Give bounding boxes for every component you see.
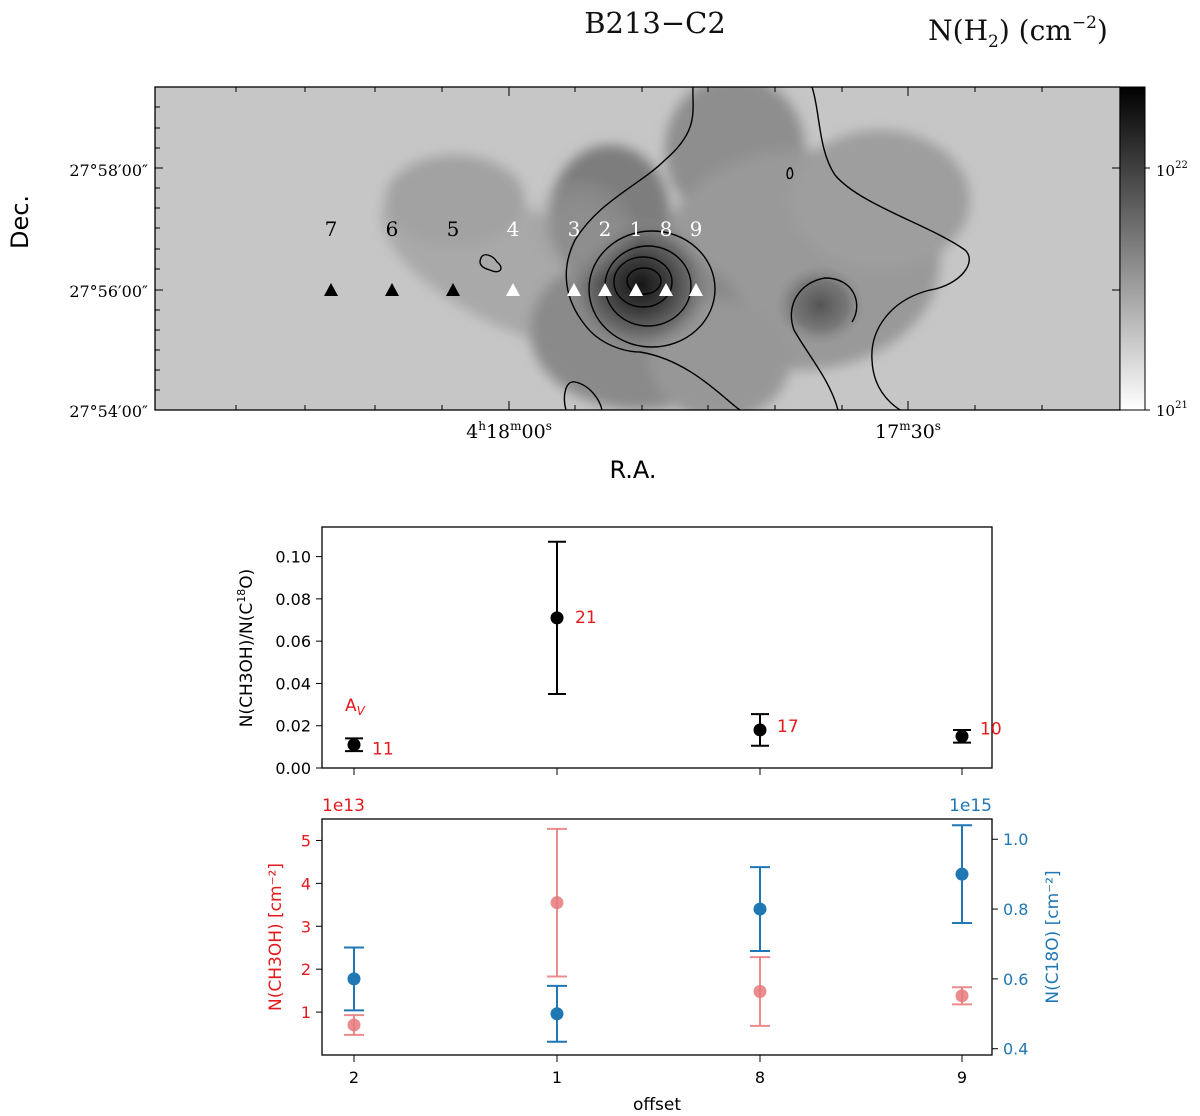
ratio-y-tick-label: 0.06: [275, 632, 311, 651]
offset-triangle-marker: [324, 283, 338, 296]
point-c18o: [753, 902, 767, 916]
ra-tick-label: 17m30s: [875, 419, 941, 443]
ratio-point: [347, 738, 361, 752]
offset-triangle-marker: [598, 283, 612, 296]
left-ylabel: N(CH3OH) [cm⁻²]: [266, 863, 286, 1011]
bottom-x-tick-label: 8: [755, 1068, 765, 1087]
ratio-y-tick-label: 0.00: [275, 759, 311, 778]
dec-tick-label: 27°56′00″: [69, 282, 148, 301]
right-y-tick-label: 0.8: [1003, 900, 1028, 919]
av-value-label: 11: [372, 740, 394, 760]
map-ylabel: Dec.: [6, 195, 34, 249]
av-value-label: 21: [575, 608, 597, 628]
point-c18o: [955, 867, 969, 881]
offset-label: 5: [447, 217, 460, 241]
right-y-tick-label: 1.0: [1003, 830, 1028, 849]
right-y-tick-label: 0.4: [1003, 1040, 1028, 1059]
right-ylabel: N(C18O) [cm⁻²]: [1043, 870, 1063, 1003]
ratio-y-tick-label: 0.10: [275, 548, 311, 567]
offset-triangle-marker: [659, 283, 673, 296]
offset-triangle-marker: [506, 283, 520, 296]
right-scale-label: 1e15: [949, 796, 992, 816]
ratio-y-tick-label: 0.02: [275, 717, 311, 736]
point-c18o: [347, 972, 361, 986]
ratio-point: [955, 729, 969, 743]
dec-tick-label: 27°54′00″: [69, 402, 148, 421]
offset-label: 8: [660, 217, 673, 241]
bottom-xlabel: offset: [633, 1095, 681, 1115]
offset-triangle-marker: [567, 283, 581, 296]
bottom-x-tick-label: 2: [349, 1068, 359, 1087]
left-y-tick-label: 5: [301, 831, 311, 850]
offset-triangle-marker: [629, 283, 643, 296]
map-xlabel: R.A.: [609, 456, 656, 484]
colorbar-tick-label: 1022: [1156, 160, 1188, 180]
offset-label: 4: [507, 217, 520, 241]
offset-label: 2: [599, 217, 612, 241]
left-y-tick-label: 2: [301, 960, 311, 979]
column-density-panel: 1 2 3 4 5 0.4 0.6 0.8 1.0 2 1 8 9 1e13 1e15 N(CH3O…: [266, 796, 1063, 1115]
offset-label: 9: [690, 217, 703, 241]
point-ch3oh: [347, 1018, 361, 1032]
ratio-panel: 0.00 0.02 0.04 0.06 0.08 0.10 11 21 17 10 N(CH3O…: [235, 526, 1002, 778]
left-scale-label: 1e13: [322, 796, 365, 816]
offset-label: 6: [386, 217, 399, 241]
ratio-points: 11 21 17 10: [345, 540, 1002, 760]
av-title: AV: [345, 696, 366, 718]
point-ch3oh: [753, 984, 767, 998]
nh2-map-panel: B213−C2 N(H2) (cm−2): [6, 6, 1188, 484]
offset-label: 3: [568, 217, 581, 241]
left-y-tick-label: 3: [301, 917, 311, 936]
bottom-x-ticks: 2 1 8 9: [349, 1055, 967, 1087]
ratio-ylabel: N(CH3OH)/N(C18O): [235, 569, 257, 728]
dec-tick-label: 27°58′00″: [69, 161, 148, 180]
bottom-x-tick-label: 9: [957, 1068, 967, 1087]
right-y-tick-label: 0.6: [1003, 970, 1028, 989]
map-title: B213−C2: [584, 6, 726, 40]
colorbar-title: N(H2) (cm−2): [928, 13, 1108, 52]
av-value-label: 17: [777, 717, 799, 737]
ra-tick-label: 4h18m00s: [466, 419, 552, 443]
contours: [479, 87, 970, 410]
offset-label: 7: [325, 217, 338, 241]
colorbar-tick-label: 1021: [1156, 400, 1188, 420]
left-y-tick-label: 4: [301, 874, 311, 893]
map-ticks: [155, 87, 1120, 411]
ratio-x-ticks: [353, 768, 963, 775]
ratio-y-tick-label: 0.08: [275, 590, 311, 609]
bottom-x-tick-label: 1: [552, 1068, 562, 1087]
right-y-ticks: 0.4 0.6 0.8 1.0: [992, 830, 1028, 1059]
point-c18o: [550, 1007, 564, 1021]
offset-triangle-marker: [689, 283, 703, 296]
ratio-point: [753, 723, 767, 737]
left-y-ticks: 1 2 3 4 5: [301, 831, 322, 1022]
ratio-y-tick-label: 0.04: [275, 674, 311, 693]
bottom-points: [344, 824, 972, 1043]
point-ch3oh: [955, 989, 969, 1003]
offset-label: 1: [630, 217, 643, 241]
offset-triangle-marker: [385, 283, 399, 296]
colorbar: 1022 1021: [1119, 86, 1188, 420]
ratio-point: [550, 611, 564, 625]
point-ch3oh: [550, 896, 564, 910]
ratio-y-ticks: 0.00 0.02 0.04 0.06 0.08 0.10: [275, 548, 322, 778]
offset-triangle-marker: [446, 283, 460, 296]
left-y-tick-label: 1: [301, 1003, 311, 1022]
av-value-label: 10: [980, 719, 1002, 739]
